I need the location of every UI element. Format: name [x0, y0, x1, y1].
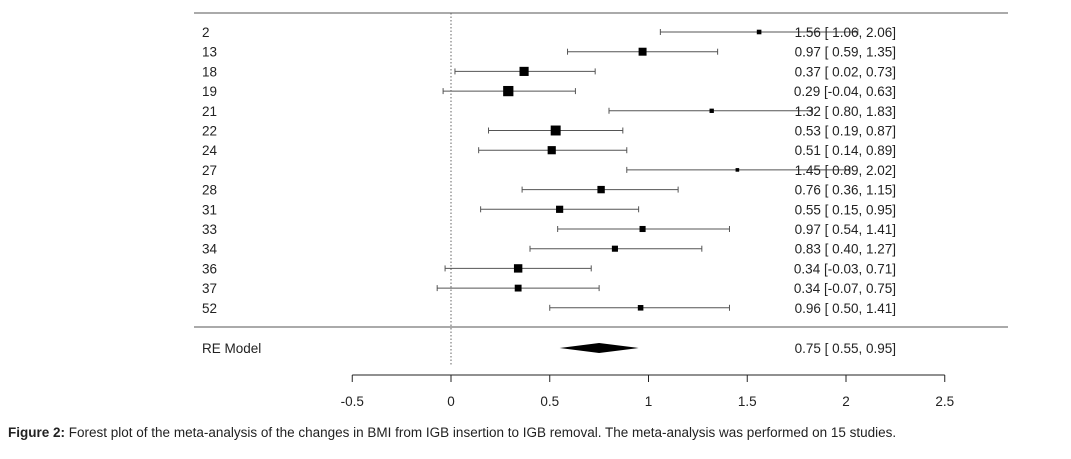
effect-point	[756, 29, 762, 35]
effect-point	[639, 225, 646, 233]
forest-plot: 2 1.56 [ 1.06, 2.06]13 0.97 [ 0.59, 1.35]1…	[194, 12, 1008, 409]
x-tick-label: 0.5	[540, 394, 559, 409]
study-label: 31	[202, 202, 217, 217]
study-row: 52 0.96 [ 0.50, 1.41]	[202, 301, 896, 316]
effect-point	[735, 168, 740, 172]
study-label: 27	[202, 163, 217, 178]
study-label: 34	[202, 242, 218, 257]
summary-row: RE Model 0.75 [ 0.55, 0.95]	[202, 341, 896, 356]
study-row: 13 0.97 [ 0.59, 1.35]	[202, 45, 896, 60]
study-label: 2	[202, 25, 210, 40]
study-row: 18 0.37 [ 0.02, 0.73]	[202, 64, 896, 79]
effect-text: 0.29 [-0.04, 0.63]	[794, 84, 896, 99]
study-row: 37 0.34 [-0.07, 0.75]	[202, 281, 896, 296]
summary-label: RE Model	[202, 341, 261, 356]
study-row: 27 1.45 [ 0.89, 2.02]	[202, 163, 896, 178]
effect-text: 1.32 [ 0.80, 1.83]	[795, 104, 896, 119]
effect-point	[611, 245, 618, 252]
study-row: 34 0.83 [ 0.40, 1.27]	[202, 242, 896, 257]
study-label: 13	[202, 45, 217, 60]
x-tick-label: -0.5	[341, 394, 364, 409]
x-tick-label: 1	[645, 394, 653, 409]
study-label: 33	[202, 222, 217, 237]
effect-text: 0.34 [-0.03, 0.71]	[794, 261, 896, 276]
effect-text: 0.97 [ 0.54, 1.41]	[795, 222, 896, 237]
effect-point	[597, 185, 605, 194]
effect-point	[513, 264, 523, 273]
study-label: 37	[202, 281, 217, 296]
effect-text: 0.51 [ 0.14, 0.89]	[795, 143, 896, 158]
x-axis: -0.5 0 0.5 1 1.5 2 2.5	[341, 374, 954, 409]
effect-point	[547, 146, 556, 155]
effect-point	[638, 47, 647, 56]
x-tick-label: 0	[447, 394, 455, 409]
caption-label: Figure 2:	[8, 425, 66, 440]
study-row: 21 1.32 [ 0.80, 1.83]	[202, 104, 896, 119]
study-row: 36 0.34 [-0.03, 0.71]	[202, 261, 896, 276]
figure-caption: Figure 2: Forest plot of the meta-analys…	[8, 425, 1068, 440]
study-row: 33 0.97 [ 0.54, 1.41]	[202, 222, 896, 237]
study-rows: 2 1.56 [ 1.06, 2.06]13 0.97 [ 0.59, 1.35]1…	[202, 25, 896, 316]
study-label: 22	[202, 124, 217, 139]
effect-text: 0.55 [ 0.15, 0.95]	[795, 202, 896, 217]
study-label: 21	[202, 104, 217, 119]
plot-frame	[194, 12, 1008, 366]
effect-point	[709, 108, 714, 113]
study-row: 19 0.29 [-0.04, 0.63]	[202, 84, 896, 99]
x-tick-label: 2.5	[935, 394, 954, 409]
study-label: 18	[202, 64, 217, 79]
study-row: 28 0.76 [ 0.36, 1.15]	[202, 183, 896, 198]
study-label: 28	[202, 183, 217, 198]
effect-text: 0.97 [ 0.59, 1.35]	[795, 45, 896, 60]
effect-text: 0.37 [ 0.02, 0.73]	[795, 64, 896, 79]
study-row: 2 1.56 [ 1.06, 2.06]	[202, 25, 896, 40]
effect-point	[637, 305, 644, 311]
effect-point	[503, 85, 514, 97]
study-row: 22 0.53 [ 0.19, 0.87]	[202, 124, 896, 139]
effect-text: 0.96 [ 0.50, 1.41]	[795, 301, 896, 316]
effect-point	[514, 284, 522, 292]
study-label: 19	[202, 84, 217, 99]
effect-text: 0.83 [ 0.40, 1.27]	[795, 242, 896, 257]
effect-point	[519, 66, 529, 76]
effect-point	[550, 125, 561, 136]
effect-text: 0.53 [ 0.19, 0.87]	[795, 124, 896, 139]
study-label: 24	[202, 143, 218, 158]
effect-text: 1.56 [ 1.06, 2.06]	[795, 25, 896, 40]
summary-diamond	[559, 343, 639, 353]
effect-point	[556, 205, 564, 213]
study-row: 31 0.55 [ 0.15, 0.95]	[202, 202, 896, 217]
study-label: 52	[202, 301, 217, 316]
effect-text: 0.34 [-0.07, 0.75]	[794, 281, 896, 296]
effect-text: 0.76 [ 0.36, 1.15]	[795, 183, 896, 198]
x-tick-label: 1.5	[738, 394, 757, 409]
summary-text: 0.75 [ 0.55, 0.95]	[795, 341, 896, 356]
x-tick-label: 2	[842, 394, 850, 409]
caption-text: Forest plot of the meta-analysis of the …	[65, 425, 897, 440]
study-label: 36	[202, 261, 217, 276]
study-row: 24 0.51 [ 0.14, 0.89]	[202, 143, 896, 158]
effect-text: 1.45 [ 0.89, 2.02]	[795, 163, 896, 178]
